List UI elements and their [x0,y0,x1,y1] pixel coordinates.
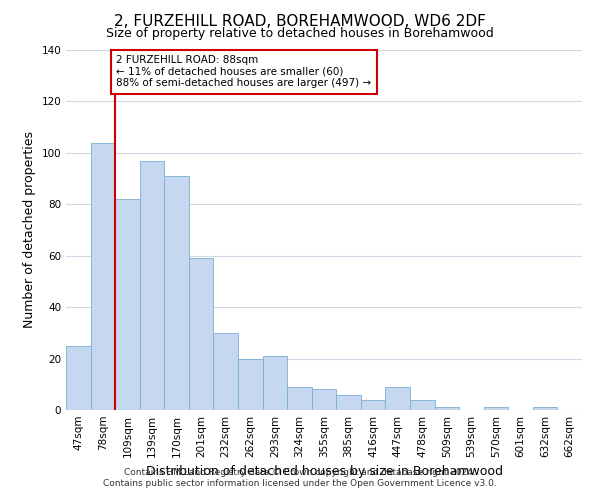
Bar [434,408,459,410]
Bar [484,408,508,410]
Y-axis label: Number of detached properties: Number of detached properties [23,132,36,328]
X-axis label: Distribution of detached houses by size in Borehamwood: Distribution of detached houses by size … [146,466,503,478]
Bar [533,408,557,410]
Bar [312,390,336,410]
Bar [263,356,287,410]
Bar [140,160,164,410]
Bar [189,258,214,410]
Bar [66,346,91,410]
Bar [91,142,115,410]
Bar [287,387,312,410]
Text: 2 FURZEHILL ROAD: 88sqm
← 11% of detached houses are smaller (60)
88% of semi-de: 2 FURZEHILL ROAD: 88sqm ← 11% of detache… [116,55,371,88]
Bar [336,394,361,410]
Bar [410,400,434,410]
Text: Size of property relative to detached houses in Borehamwood: Size of property relative to detached ho… [106,28,494,40]
Bar [385,387,410,410]
Bar [214,333,238,410]
Text: Contains HM Land Registry data © Crown copyright and database right 2024.
Contai: Contains HM Land Registry data © Crown c… [103,468,497,487]
Bar [164,176,189,410]
Bar [361,400,385,410]
Text: 2, FURZEHILL ROAD, BOREHAMWOOD, WD6 2DF: 2, FURZEHILL ROAD, BOREHAMWOOD, WD6 2DF [114,14,486,29]
Bar [115,199,140,410]
Bar [238,358,263,410]
